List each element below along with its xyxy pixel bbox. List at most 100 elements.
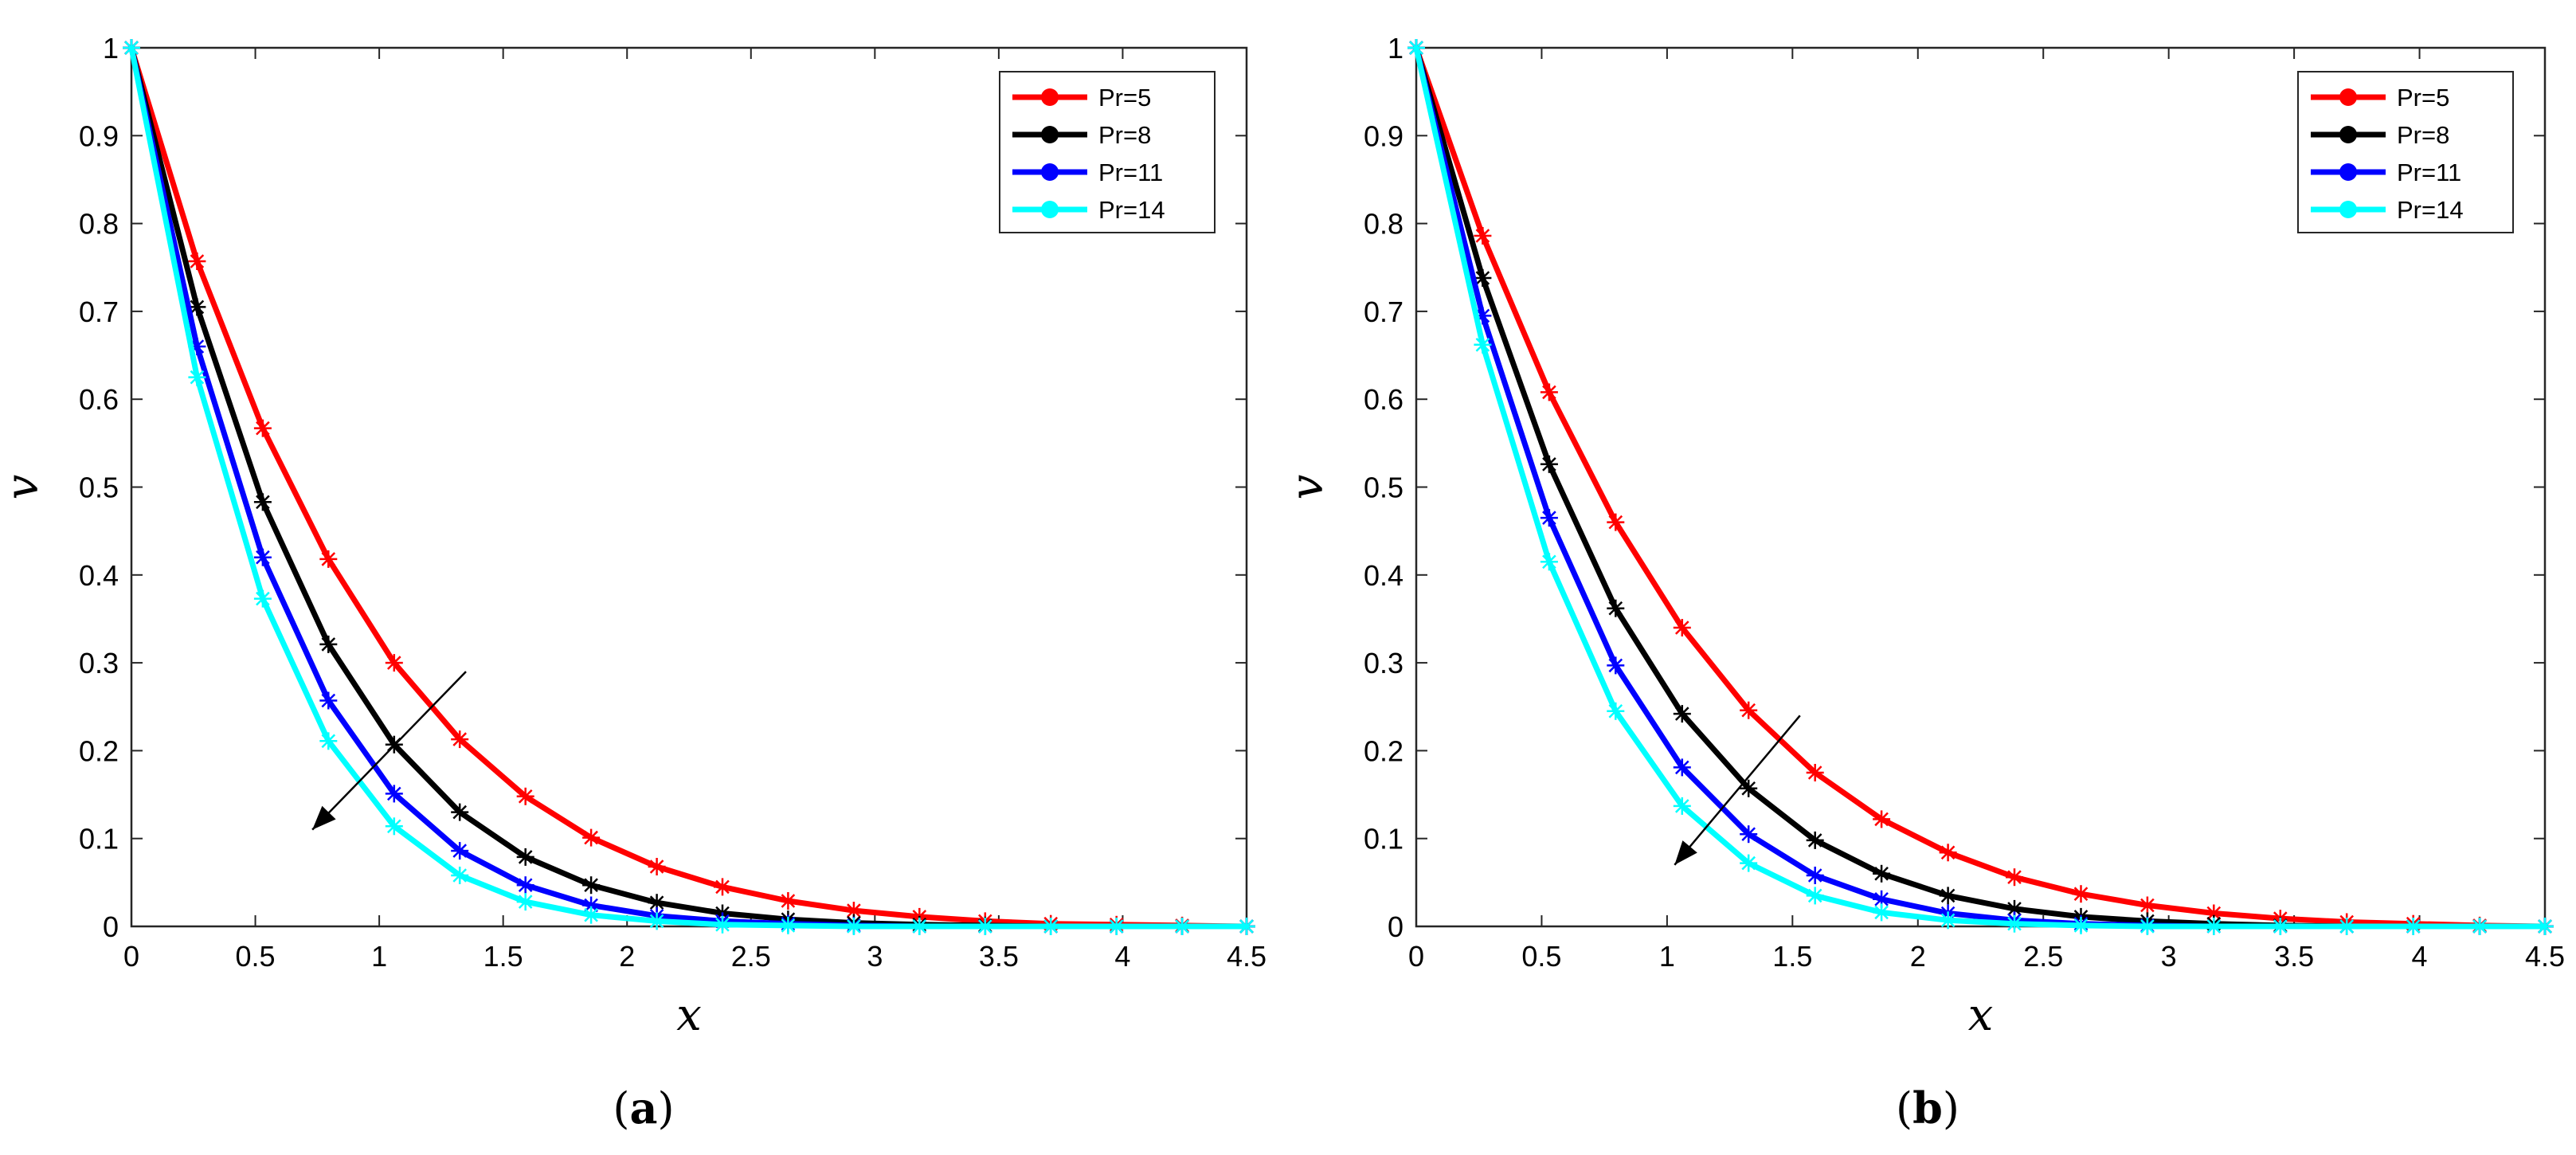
legend-label: Pr=11: [1098, 159, 1163, 186]
data-point-asterisk: [516, 787, 534, 805]
trend-arrow: [1674, 715, 1801, 866]
y-tick-label: 0.4: [1364, 559, 1403, 592]
series-line: [1413, 45, 2548, 930]
data-point-asterisk: [844, 918, 863, 935]
data-point-asterisk: [1873, 903, 1891, 922]
y-tick-label: 0.6: [79, 383, 119, 416]
data-point-asterisk: [2404, 918, 2422, 935]
x-tick-label: 1.5: [483, 940, 523, 973]
y-tick-label: 0.5: [79, 472, 119, 504]
y-tick-label: 0.7: [1364, 296, 1403, 328]
legend-label: Pr=8: [1098, 121, 1151, 149]
data-point-asterisk: [319, 691, 338, 710]
data-point-asterisk: [1238, 918, 1255, 935]
x-tick-label: 2.5: [731, 940, 771, 973]
data-point-asterisk: [1806, 764, 1824, 781]
legend-swatch-marker: [2339, 201, 2357, 218]
data-point-asterisk: [2072, 885, 2090, 903]
data-point-asterisk: [188, 368, 206, 386]
legend-entry: Pr=5: [2311, 84, 2449, 112]
legend-entry: Pr=14: [1012, 196, 1165, 224]
data-point-asterisk: [451, 842, 469, 860]
data-point-asterisk: [319, 550, 338, 568]
legend: Pr=5 Pr=8 Pr=11 Pr=14: [999, 71, 1216, 233]
x-tick-label: 0: [123, 940, 139, 973]
legend-label: Pr=11: [2397, 159, 2461, 186]
x-tick-label: 1.5: [1772, 940, 1812, 973]
panel-label-open-paren: (: [1896, 1083, 1912, 1133]
data-point-asterisk: [451, 730, 469, 749]
data-point-asterisk: [779, 916, 797, 934]
trend-arrow: [311, 671, 467, 831]
data-point-asterisk: [1939, 911, 1957, 930]
data-point-asterisk: [1740, 701, 1758, 719]
data-point-asterisk: [1873, 810, 1891, 828]
legend-label: Pr=5: [2397, 84, 2449, 112]
data-point-asterisk: [2138, 896, 2156, 914]
data-point-asterisk: [1042, 918, 1060, 935]
y-tick-label: 0: [1388, 910, 1403, 943]
legend-swatch-marker: [1041, 88, 1059, 106]
panel-label-open-paren: (: [613, 1083, 629, 1133]
trend-arrow-head: [1674, 840, 1697, 865]
data-point-asterisk: [1673, 797, 1691, 815]
data-point-asterisk: [451, 867, 469, 884]
data-point-asterisk: [2006, 914, 2023, 933]
data-point-asterisk: [1673, 619, 1691, 636]
series-line: [1413, 45, 2548, 930]
data-point-asterisk: [516, 893, 534, 911]
y-tick-label: 0.7: [79, 296, 119, 328]
y-tick-label: 1: [103, 32, 119, 65]
data-point-asterisk: [253, 493, 272, 511]
data-point-asterisk: [385, 654, 403, 672]
y-tick-label: 0: [103, 910, 119, 943]
data-point-asterisk: [779, 892, 797, 910]
panel-label: (b): [1896, 1083, 1959, 1133]
legend-entry: Pr=11: [1012, 159, 1163, 186]
data-point-asterisk: [1107, 918, 1126, 935]
y-tick-label: 0.4: [79, 559, 119, 592]
data-point-asterisk: [1806, 831, 1824, 849]
data-point-asterisk: [648, 858, 666, 875]
y-tick-label: 1: [1388, 32, 1403, 65]
data-point-asterisk: [1474, 269, 1492, 287]
data-point-asterisk: [123, 39, 140, 57]
data-point-asterisk: [582, 906, 601, 924]
trend-arrow-shaft: [1674, 715, 1801, 866]
y-axis-label: v: [1282, 474, 1333, 499]
data-point-asterisk: [385, 817, 403, 836]
y-tick-label: 0.9: [1364, 119, 1403, 152]
legend-entry: Pr=8: [2311, 121, 2449, 149]
data-point-asterisk: [1740, 779, 1758, 797]
x-tick-label: 3: [2161, 940, 2177, 973]
data-point-asterisk: [1540, 383, 1558, 401]
legend: Pr=5 Pr=8 Pr=11 Pr=14: [2297, 71, 2514, 233]
data-point-asterisk: [2072, 916, 2090, 934]
data-point-asterisk: [253, 589, 272, 608]
y-tick-label: 0.2: [1364, 734, 1403, 767]
data-point-asterisk: [253, 548, 272, 566]
x-tick-label: 3.5: [979, 940, 1019, 973]
legend-label: Pr=14: [1098, 196, 1165, 224]
x-tick-label: 4: [2412, 940, 2428, 973]
data-point-asterisk: [2536, 918, 2554, 935]
y-tick-label: 0.9: [79, 119, 119, 152]
y-tick-label: 0.1: [79, 823, 119, 855]
legend-label: Pr=5: [1098, 84, 1151, 112]
data-point-asterisk: [1607, 656, 1625, 675]
y-tick-label: 0.5: [1364, 472, 1403, 504]
data-point-asterisk: [2138, 918, 2156, 935]
data-point-asterisk: [1673, 705, 1691, 723]
data-point-asterisk: [1873, 864, 1891, 883]
data-point-asterisk: [188, 253, 206, 270]
x-tick-label: 4: [1114, 940, 1130, 973]
legend-swatch-marker: [2339, 126, 2357, 143]
data-point-asterisk: [1474, 335, 1492, 354]
series-Pr=14: [1407, 39, 2554, 935]
legend-label: Pr=14: [2397, 196, 2464, 224]
y-tick-label: 0.2: [79, 734, 119, 767]
data-point-asterisk: [2338, 918, 2356, 935]
data-point-asterisk: [1540, 455, 1558, 473]
data-point-asterisk: [516, 876, 534, 895]
